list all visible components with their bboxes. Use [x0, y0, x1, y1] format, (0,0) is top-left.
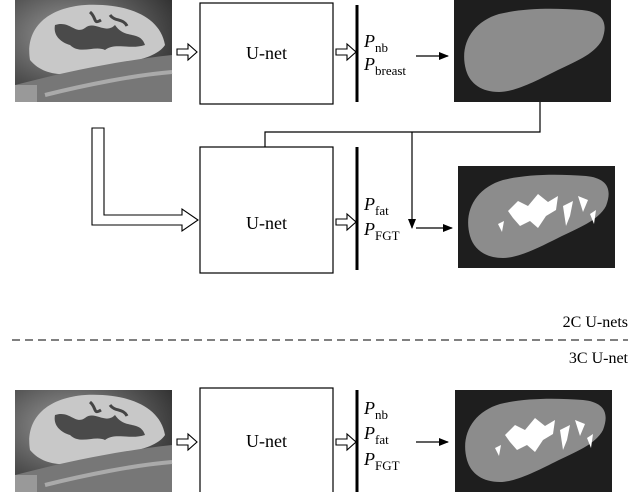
hollow-arrow: [335, 433, 357, 451]
network-label: U-net: [246, 213, 287, 233]
network-label: U-net: [246, 431, 287, 451]
symbol: P: [363, 194, 375, 214]
output-label: Pbreast: [363, 54, 406, 78]
symbol: P: [363, 54, 375, 74]
network-label: U-net: [246, 43, 287, 63]
output-label: Pnb: [363, 398, 388, 422]
subscript: breast: [375, 63, 406, 78]
input-scan: [13, 0, 174, 104]
hollow-arrow: [335, 43, 357, 61]
tissue-mask: [455, 390, 612, 492]
input-scan: [13, 388, 174, 492]
subscript: FGT: [375, 228, 400, 243]
symbol: P: [363, 31, 375, 51]
output-label: Pnb: [363, 31, 388, 55]
network-box: [199, 2, 334, 105]
hollow-arrow: [176, 43, 198, 61]
symbol: P: [363, 423, 375, 443]
tissue-mask: [458, 166, 615, 268]
output-label: Pfat: [363, 423, 389, 447]
network-box: [199, 387, 334, 492]
subscript: FGT: [375, 458, 400, 473]
hollow-arrow: [335, 213, 357, 231]
double-arrow: [91, 127, 199, 233]
subscript: fat: [375, 203, 389, 218]
hollow-arrow: [176, 433, 198, 451]
symbol: P: [363, 219, 375, 239]
output-label: PFGT: [363, 219, 400, 243]
section-label: 3C U-net: [569, 350, 629, 367]
network-box: [199, 146, 334, 274]
subscript: nb: [375, 407, 388, 422]
symbol: P: [363, 398, 375, 418]
arrow: [261, 102, 541, 161]
subscript: fat: [375, 432, 389, 447]
symbol: P: [363, 449, 375, 469]
section-label: 2C U-nets: [563, 314, 628, 331]
subscript: nb: [375, 40, 388, 55]
output-label: Pfat: [363, 194, 389, 218]
output-label: PFGT: [363, 449, 400, 473]
breast-mask: [454, 0, 611, 102]
